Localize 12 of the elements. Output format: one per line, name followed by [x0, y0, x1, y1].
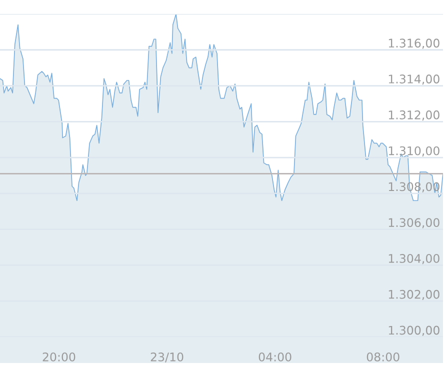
- y-tick-label: 1.314,00: [388, 74, 440, 85]
- y-tick-label: 1.302,00: [388, 290, 440, 300]
- y-tick-label: 1.312,00: [388, 110, 440, 121]
- x-tick-label: 08:00: [366, 352, 400, 362]
- y-tick-label: 1.310,00: [388, 146, 440, 156]
- x-tick-label: 20:00: [42, 352, 76, 362]
- x-tick-label: 23/10: [150, 352, 184, 362]
- y-tick-label: 1.306,00: [388, 218, 440, 228]
- y-tick-label: 1.316,00: [388, 38, 440, 49]
- x-tick-label: 04:00: [258, 352, 292, 362]
- y-tick-label: 1.300,00: [388, 326, 440, 336]
- y-tick-label: 1.304,00: [388, 254, 440, 264]
